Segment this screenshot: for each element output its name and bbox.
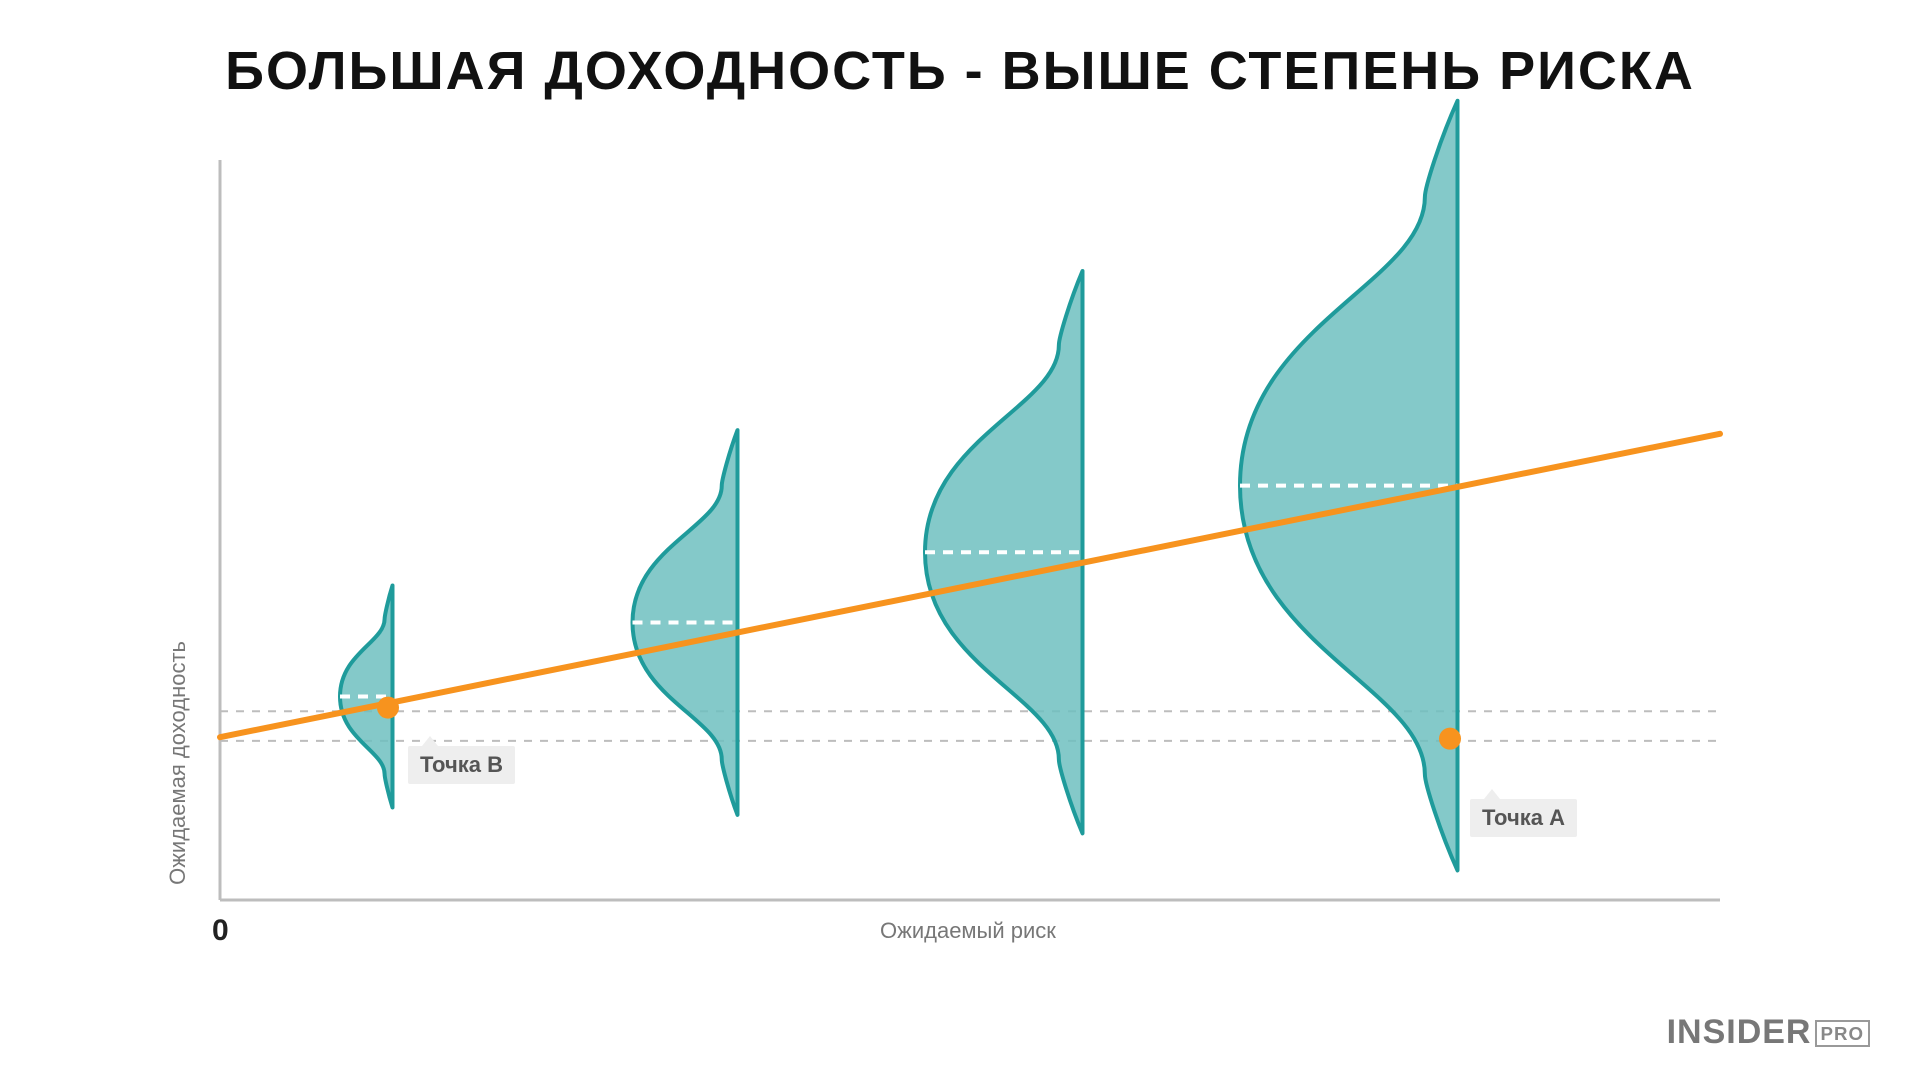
distribution-2 [633, 430, 738, 815]
point-A [1439, 728, 1461, 750]
logo-main: INSIDER [1667, 1013, 1812, 1051]
x-axis-label: Ожидаемый риск [880, 918, 1056, 944]
y-axis-label: Ожидаемая доходность [165, 641, 191, 885]
point-B [377, 697, 399, 719]
point-label-A: Точка A [1470, 799, 1577, 837]
point-label-B: Точка B [408, 746, 515, 784]
brand-logo: INSIDERPRO [1667, 1013, 1870, 1052]
logo-suffix: PRO [1815, 1020, 1871, 1047]
origin-label: 0 [212, 914, 229, 948]
